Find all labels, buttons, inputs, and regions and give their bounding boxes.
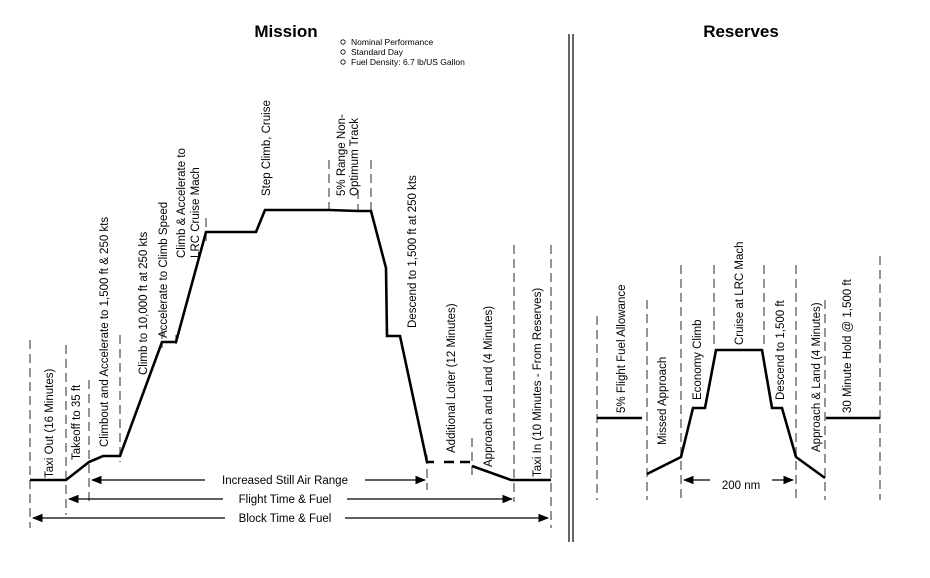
increased-still-air-range-label: Increased Still Air Range xyxy=(222,475,348,487)
range-200nm-label: 200 nm xyxy=(722,480,760,492)
label-approach-land: Approach and Land (4 Minutes) xyxy=(483,306,495,467)
label-takeoff: Takeoff to 35 ft xyxy=(71,384,83,460)
mission-approach-taxi-profile xyxy=(471,464,551,482)
reserves-phase-dividers xyxy=(596,256,881,500)
reserves-flight-profile xyxy=(646,348,826,480)
label-taxi-out: Taxi Out (16 Minutes) xyxy=(44,369,56,478)
label-lrc-cruise-mach: LRC Cruise Mach xyxy=(190,167,202,258)
label-taxi-in: Taxi In (10 Minutes - From Reserves) xyxy=(532,288,544,477)
bullet-icon xyxy=(340,59,346,65)
reserves-dimension-lines: 200 nm xyxy=(682,475,795,492)
label-climb-accelerate: Climb & Accelerate to xyxy=(176,148,188,258)
label-range-non-optimum-2: Optimum Track xyxy=(349,118,361,196)
flight-time-fuel-label: Flight Time & Fuel xyxy=(239,494,332,506)
label-approach-land-reserves: Approach & Land (4 Minutes) xyxy=(811,302,823,452)
note-nominal-performance: Nominal Performance xyxy=(351,37,433,47)
conditions-notes: Nominal Performance Standard Day Fuel De… xyxy=(340,37,465,67)
label-descend: Descend to 1,500 ft at 250 kts xyxy=(407,175,419,328)
label-30-minute-hold: 30 Minute Hold @ 1,500 ft xyxy=(842,278,854,413)
note-standard-day: Standard Day xyxy=(351,47,404,57)
section-separator xyxy=(568,34,574,542)
label-flight-fuel-allowance: 5% Flight Fuel Allowance xyxy=(616,285,628,413)
label-missed-approach: Missed Approach xyxy=(657,357,669,445)
bullet-icon xyxy=(340,39,346,45)
mission-phase-labels: Taxi Out (16 Minutes) Takeoff to 35 ft C… xyxy=(44,100,544,478)
note-fuel-density: Fuel Density: 6.7 lb/US Gallon xyxy=(351,57,465,67)
mission-title: Mission xyxy=(254,22,317,41)
mission-flight-profile xyxy=(30,208,434,482)
label-range-non-optimum-1: 5% Range Non- xyxy=(336,114,348,196)
bullet-icon xyxy=(340,49,346,55)
mission-dimension-lines: Increased Still Air Range Flight Time & … xyxy=(31,475,550,525)
reserves-phase-labels: 5% Flight Fuel Allowance Missed Approach… xyxy=(616,241,854,452)
label-accelerate-climb-speed: Accelerate to Climb Speed xyxy=(158,202,170,338)
label-climbout: Climbout and Accelerate to 1,500 ft & 25… xyxy=(99,217,111,447)
label-step-climb-cruise: Step Climb, Cruise xyxy=(261,100,273,196)
reserves-title: Reserves xyxy=(703,22,779,41)
label-descend-1500: Descend to 1,500 ft xyxy=(775,299,787,400)
label-economy-climb: Economy Climb xyxy=(692,319,704,400)
label-additional-loiter: Additional Loiter (12 Minutes) xyxy=(446,303,458,453)
label-climb-10000: Climb to 10,000 ft at 250 kts xyxy=(138,232,150,375)
label-cruise-lrc-mach: Cruise at LRC Mach xyxy=(734,241,746,345)
block-time-fuel-label: Block Time & Fuel xyxy=(239,513,332,525)
